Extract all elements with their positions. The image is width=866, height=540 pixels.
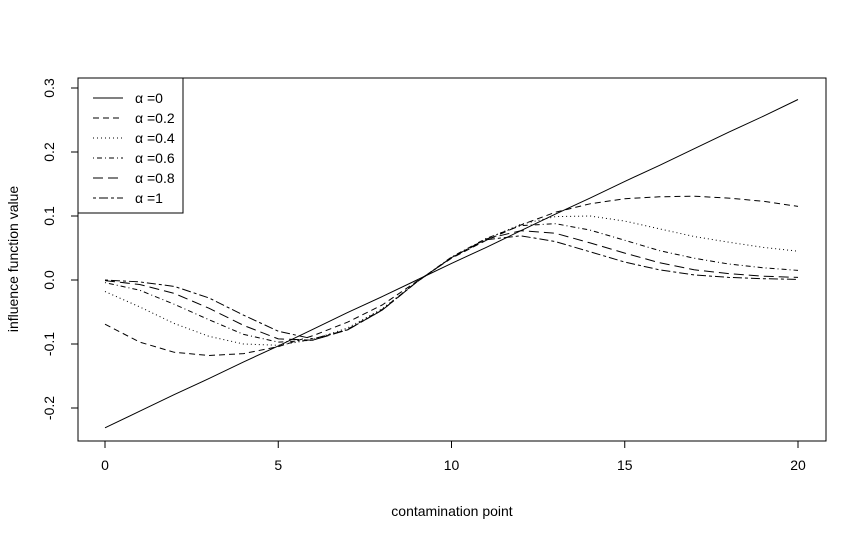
x-tick-label: 0 [101,457,109,473]
legend: α =0 α =0.2 α =0.4 α =0.6 α =0.8 α =1 [77,77,184,214]
legend-label: α =0.2 [135,110,175,126]
y-tick-label: 0.0 [41,270,57,290]
x-tick-label: 20 [790,457,806,473]
y-tick-label: 0.2 [41,142,57,162]
x-tick-label: 15 [617,457,633,473]
x-axis: 0 5 10 15 20 [101,440,806,473]
x-axis-title: contamination point [391,503,513,519]
series-line-5 [104,235,799,340]
series-line-3 [104,223,799,343]
y-tick-label: 0.3 [41,78,57,98]
legend-label: α =0 [135,90,163,106]
legend-label: α =0.4 [135,130,175,146]
x-tick-label: 10 [444,457,460,473]
y-axis: -0.2 -0.1 0.0 0.1 0.2 0.3 [41,78,79,420]
legend-box [77,77,184,214]
y-tick-label: -0.2 [41,396,57,420]
legend-label: α =0.8 [135,170,175,186]
series-line-2 [104,215,799,346]
legend-label: α =1 [135,190,163,206]
series-layer [104,99,799,429]
series-line-1 [104,195,799,356]
y-tick-label: -0.1 [41,332,57,356]
legend-label: α =0.6 [135,150,175,166]
y-tick-label: 0.1 [41,206,57,226]
x-tick-label: 5 [274,457,282,473]
y-axis-title: influence function value [5,186,21,333]
series-line-0 [104,99,799,429]
plot-frame [77,77,827,442]
series-line-4 [104,230,799,341]
